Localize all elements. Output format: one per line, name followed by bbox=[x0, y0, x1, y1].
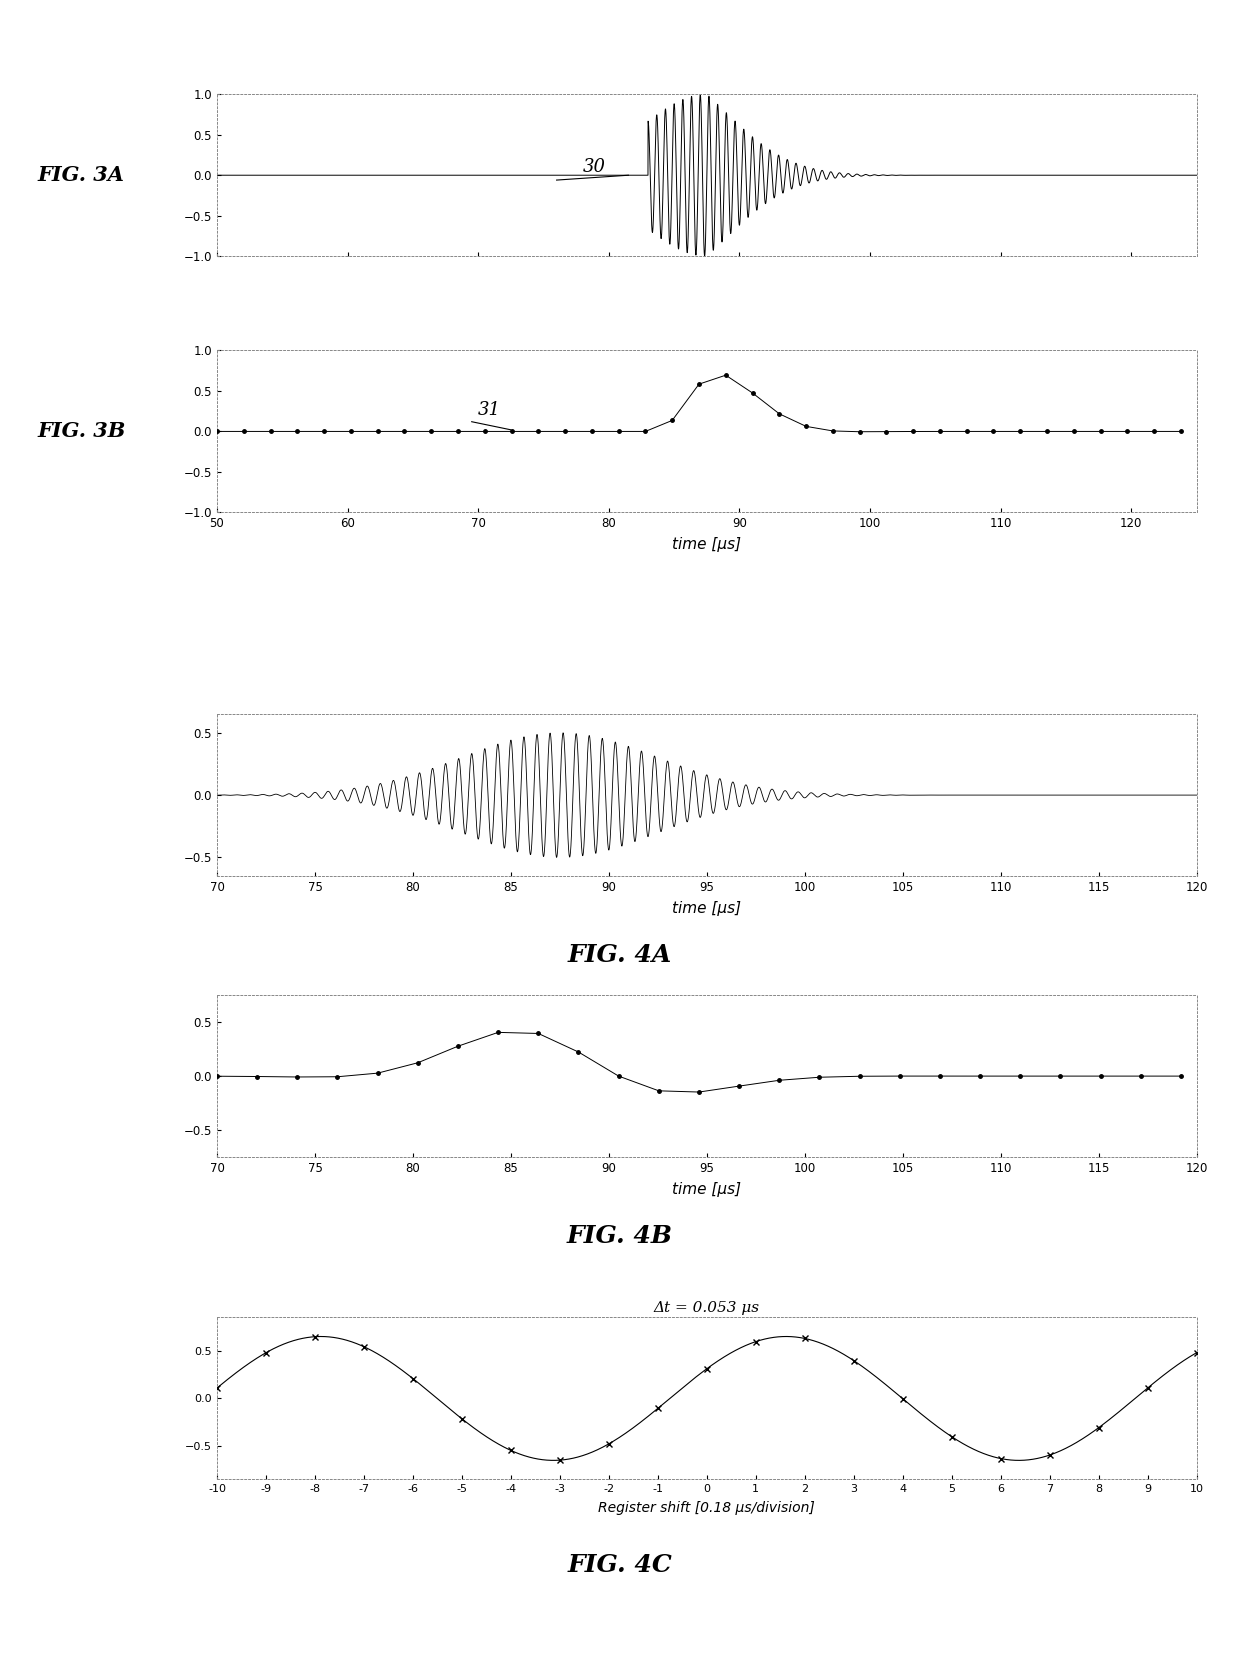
Text: 30: 30 bbox=[583, 159, 605, 175]
Title: Δt = 0.053 μs: Δt = 0.053 μs bbox=[653, 1301, 760, 1314]
X-axis label: time [μs]: time [μs] bbox=[672, 1182, 742, 1197]
Text: FIG. 4A: FIG. 4A bbox=[568, 944, 672, 967]
Text: 31: 31 bbox=[479, 402, 501, 420]
Text: FIG. 3A: FIG. 3A bbox=[37, 165, 124, 185]
Text: FIG. 4B: FIG. 4B bbox=[567, 1225, 673, 1248]
X-axis label: Register shift [0.18 μs/division]: Register shift [0.18 μs/division] bbox=[599, 1501, 815, 1516]
Text: FIG. 4C: FIG. 4C bbox=[568, 1554, 672, 1577]
Text: FIG. 3B: FIG. 3B bbox=[37, 422, 125, 441]
X-axis label: time [μs]: time [μs] bbox=[672, 537, 742, 552]
X-axis label: time [μs]: time [μs] bbox=[672, 901, 742, 916]
